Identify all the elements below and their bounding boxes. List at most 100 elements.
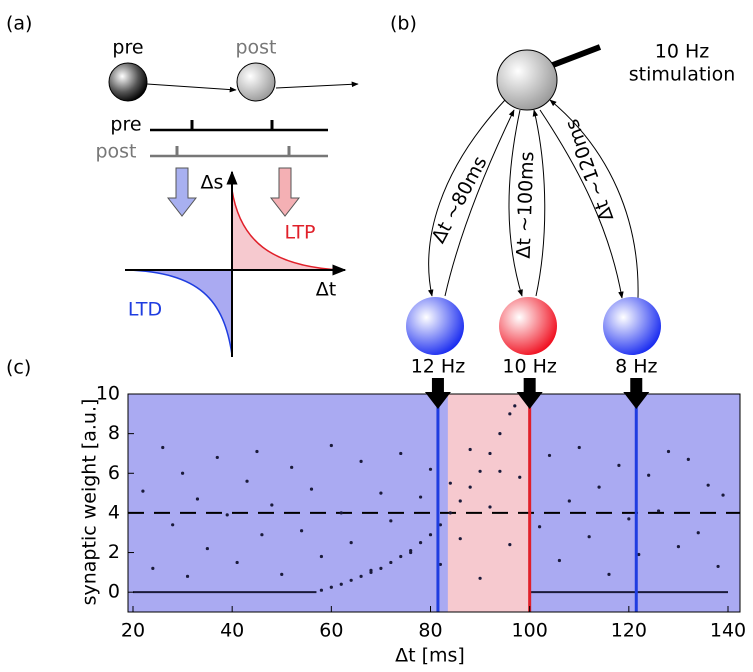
source-neuron bbox=[496, 49, 558, 111]
ltd-label: LTD bbox=[128, 299, 162, 321]
point bbox=[458, 499, 462, 503]
point bbox=[508, 412, 512, 416]
ltp-arrow bbox=[269, 167, 301, 217]
point bbox=[379, 491, 383, 495]
point bbox=[369, 570, 373, 574]
point bbox=[557, 558, 562, 563]
rate-label: 10 Hz bbox=[502, 356, 557, 378]
connection bbox=[427, 99, 506, 297]
point bbox=[270, 503, 274, 507]
point bbox=[686, 457, 690, 461]
point bbox=[647, 473, 651, 477]
point bbox=[195, 497, 200, 501]
point bbox=[637, 552, 641, 557]
point bbox=[349, 578, 353, 582]
rate-label: 8 Hz bbox=[615, 356, 657, 378]
point bbox=[468, 485, 472, 489]
point bbox=[448, 481, 452, 485]
point bbox=[577, 445, 581, 450]
y-tick-label: 0 bbox=[108, 581, 120, 603]
point bbox=[488, 451, 492, 456]
delay-label: Δt ~100ms bbox=[513, 151, 539, 259]
point bbox=[339, 582, 343, 586]
point bbox=[171, 523, 175, 527]
ltd-arrow bbox=[166, 167, 198, 217]
point bbox=[399, 554, 403, 559]
point bbox=[225, 513, 229, 517]
panel-b: (b) 10 Hz stimulation Δt ~80ms Δt ~100ms… bbox=[390, 13, 735, 355]
panel-label: (c) bbox=[6, 357, 31, 379]
axon bbox=[275, 81, 359, 89]
point bbox=[409, 548, 413, 553]
point bbox=[716, 564, 720, 569]
target-neuron bbox=[603, 297, 661, 355]
pre-row-label: pre bbox=[110, 114, 141, 136]
point bbox=[498, 469, 502, 473]
point bbox=[418, 541, 423, 545]
panel-label: (a) bbox=[6, 13, 32, 35]
point bbox=[399, 451, 403, 456]
point bbox=[428, 533, 433, 537]
x-tick-label: 100 bbox=[512, 620, 548, 642]
point bbox=[547, 453, 552, 458]
point bbox=[418, 495, 423, 499]
point bbox=[666, 449, 671, 454]
x-tick-label: 60 bbox=[319, 620, 343, 642]
plot-frame bbox=[127, 393, 741, 613]
post-row-label: post bbox=[95, 141, 136, 163]
point bbox=[260, 533, 264, 537]
x-axis-title: Δt [ms] bbox=[395, 645, 465, 667]
point bbox=[290, 465, 294, 469]
point bbox=[478, 469, 482, 473]
point bbox=[180, 471, 185, 475]
point bbox=[389, 560, 393, 565]
ltd-area bbox=[125, 270, 232, 355]
point bbox=[349, 541, 353, 545]
ltd-curve bbox=[124, 269, 233, 356]
rate-label: 12 Hz bbox=[411, 356, 466, 378]
connection bbox=[532, 109, 546, 297]
point bbox=[597, 485, 601, 489]
y-tick-label: 4 bbox=[108, 501, 120, 523]
point bbox=[458, 537, 462, 541]
point bbox=[518, 475, 522, 479]
x-tick-label: 80 bbox=[418, 620, 442, 642]
point bbox=[280, 572, 284, 576]
x-tick-label: 40 bbox=[220, 620, 244, 642]
point bbox=[587, 535, 591, 539]
point bbox=[468, 447, 472, 452]
point bbox=[607, 572, 611, 576]
point bbox=[438, 562, 443, 567]
point bbox=[389, 519, 393, 523]
y-tick-label: 8 bbox=[108, 422, 120, 444]
post-label: post bbox=[235, 37, 276, 59]
point bbox=[329, 585, 333, 589]
point bbox=[478, 576, 482, 580]
point bbox=[299, 529, 304, 533]
point bbox=[428, 467, 433, 471]
target-neuron bbox=[406, 297, 464, 355]
point bbox=[567, 499, 571, 503]
point bbox=[508, 543, 512, 547]
target-neuron bbox=[499, 297, 557, 355]
x-tick-label: 120 bbox=[611, 620, 647, 642]
point bbox=[498, 432, 502, 436]
point bbox=[488, 505, 492, 509]
point bbox=[379, 566, 383, 571]
point bbox=[513, 404, 517, 408]
point bbox=[329, 443, 333, 448]
stimulation-label: 10 Hz bbox=[655, 41, 710, 63]
point bbox=[319, 588, 324, 592]
axis-label: Δs bbox=[201, 172, 224, 194]
point bbox=[319, 554, 324, 559]
point bbox=[235, 560, 239, 565]
point bbox=[255, 449, 259, 454]
pre-neuron bbox=[108, 62, 148, 102]
ltp-curve bbox=[231, 189, 341, 271]
ltp-label: LTP bbox=[284, 222, 315, 244]
connection bbox=[444, 109, 515, 297]
point bbox=[205, 546, 209, 551]
point bbox=[161, 445, 165, 450]
connection bbox=[508, 109, 523, 297]
plot-background bbox=[128, 394, 740, 612]
